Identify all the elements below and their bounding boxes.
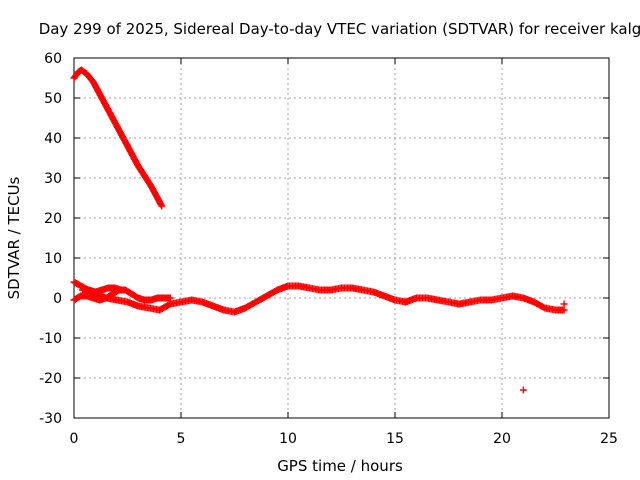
y-tick-label: -10 [39,331,62,347]
y-tick-label: 0 [53,291,62,307]
grid-lines [74,58,609,418]
x-tick-label: 5 [177,431,186,447]
outliers-point [519,386,527,394]
plot-frame [73,57,610,419]
data-points [70,66,568,394]
plot-border [73,57,610,419]
axis-ticks: 0 5 10 15 20 25 -30 -20 -10 0 10 20 30 40 50 60 [39,51,618,447]
x-tick-label: 15 [386,431,404,447]
main-track-point [560,306,568,314]
x-tick-label: 0 [70,431,79,447]
high-track-point [158,202,166,210]
y-tick-label: 50 [44,91,62,107]
outliers-point [560,300,568,308]
secondary-track-point [166,294,174,302]
chart-title: Day 299 of 2025, Sidereal Day-to-day VTE… [39,20,640,38]
y-tick-label: 40 [44,131,62,147]
x-axis-label: GPS time / hours [277,457,403,475]
y-axis-label: SDTVAR / TECUs [5,176,23,299]
high-track-point [157,201,165,209]
y-tick-label: 10 [44,251,62,267]
y-tick-label: 60 [44,51,62,67]
x-tick-label: 20 [493,431,511,447]
y-tick-label: 20 [44,211,62,227]
x-tick-label: 10 [279,431,297,447]
y-tick-label: -20 [39,371,62,387]
y-tick-label: 30 [44,171,62,187]
x-tick-label: 25 [600,431,618,447]
upper-segment-point [117,286,125,294]
y-tick-label: -30 [39,411,62,427]
